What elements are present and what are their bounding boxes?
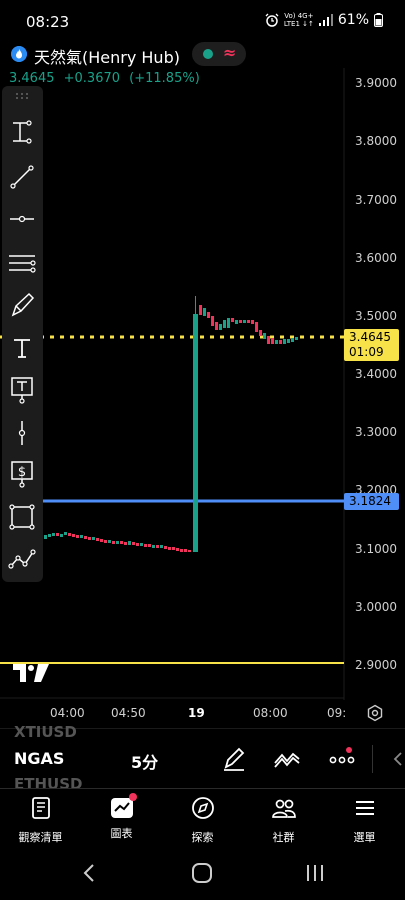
time-axis-label: 08:00: [253, 706, 288, 720]
battery-percent: 61%: [337, 12, 369, 28]
tab-community[interactable]: 社群: [243, 795, 324, 845]
symbol-picker-current[interactable]: NGAS: [14, 749, 65, 768]
rectangle-icon: [9, 504, 35, 530]
time-axis-label: 04:00: [50, 706, 85, 720]
price-axis-label: 3.1000: [355, 542, 397, 556]
price-axis-label: 3.9000: [355, 76, 397, 90]
tab-watchlist[interactable]: 觀察清單: [0, 795, 81, 845]
status-time: 08:23: [26, 13, 70, 31]
last-price: 3.4645: [9, 71, 55, 86]
drawing-pen-icon[interactable]: [220, 745, 248, 773]
bottom-tab-bar: 觀察清單 圖表 探索 社群 選單: [0, 788, 405, 846]
price-axis-label: 3.8000: [355, 134, 397, 148]
price-axis-label: 3.4000: [355, 367, 397, 381]
back-icon[interactable]: [78, 862, 102, 884]
price-change: +0.3670: [63, 71, 121, 86]
price-axis-label: 3.6000: [355, 251, 397, 265]
alarm-icon: [265, 13, 279, 27]
price-label-tool[interactable]: $: [7, 458, 37, 488]
horizontal-line-tool[interactable]: [7, 204, 37, 234]
scroll-left-icon[interactable]: [385, 745, 405, 773]
status-bar: 08:23 Vo) 4G+ LTE1 ↓↑ 61%: [0, 0, 405, 40]
notification-dot: [128, 793, 137, 801]
symbol-picker-prev[interactable]: XTIUSD: [14, 723, 77, 741]
note-tool[interactable]: [7, 374, 37, 404]
tab-explore[interactable]: 探索: [162, 795, 243, 845]
hamburger-icon: [355, 801, 374, 815]
market-open-dot: [203, 49, 213, 59]
chart-bottom-toolbar: XTIUSD NGAS ETHUSD 5分: [0, 723, 405, 793]
brush-tool[interactable]: [7, 290, 37, 320]
wave-icon: ≈: [223, 43, 237, 62]
time-axis-label: 04:50: [111, 706, 146, 720]
chart-settings-icon[interactable]: [366, 704, 384, 722]
tab-menu[interactable]: 選單: [324, 795, 405, 845]
market-status-pill[interactable]: ≈: [192, 42, 246, 66]
chart-tab-icon: [109, 793, 137, 821]
trend-line-tool[interactable]: [7, 162, 37, 192]
price-axis-label: 3.3000: [355, 425, 397, 439]
network-indicator: Vo) 4G+ LTE1 ↓↑: [283, 12, 314, 28]
rectangle-tool[interactable]: [7, 502, 37, 532]
svg-text:$: $: [18, 465, 26, 480]
recent-apps-icon[interactable]: [303, 862, 327, 884]
system-nav-bar: [0, 846, 405, 900]
flame-icon: [11, 46, 27, 62]
divider: [372, 745, 373, 773]
parallel-channel-tool[interactable]: [7, 248, 37, 278]
compass-icon: [191, 797, 214, 819]
pattern-tool[interactable]: [7, 544, 37, 574]
price-axis-label: 3.5000: [355, 309, 397, 323]
price-axis-label: 3.0000: [355, 600, 397, 614]
interval-selector[interactable]: 5分: [131, 753, 159, 772]
price-axis-label: 3.7000: [355, 193, 397, 207]
time-axis-label: 19: [188, 706, 205, 720]
time-axis-label: 09:: [327, 706, 347, 720]
horizontal-line-icon: [10, 215, 34, 223]
brush-icon: [11, 292, 35, 317]
crosshair-icon: [13, 120, 32, 144]
community-icon: [271, 799, 296, 818]
quote-line: 3.4645 +0.3670 (+11.85%): [9, 71, 205, 86]
status-icons: Vo) 4G+ LTE1 ↓↑ 61%: [265, 12, 383, 28]
signal-icon: [318, 14, 333, 26]
price-label-icon: $: [11, 461, 33, 488]
candles-late: [199, 305, 298, 344]
indicators-icon[interactable]: [273, 745, 301, 773]
price-chart[interactable]: [0, 0, 405, 728]
vertical-line-icon: [18, 421, 26, 445]
current-price-tag: 3.4645 01:09: [344, 329, 399, 361]
note-icon: [11, 377, 33, 404]
gap-candle: [193, 314, 198, 552]
trend-line-icon: [10, 165, 34, 189]
more-options-icon[interactable]: [328, 745, 356, 773]
tab-chart[interactable]: 圖表: [81, 793, 162, 841]
parallel-channel-icon: [9, 255, 36, 273]
symbol-header[interactable]: 天然氣(Henry Hub) ≈: [0, 40, 405, 68]
battery-icon: [374, 13, 383, 27]
price-change-pct: (+11.85%): [129, 71, 200, 86]
vertical-line-tool[interactable]: [7, 418, 37, 448]
crosshair-tool[interactable]: [7, 118, 37, 148]
pattern-icon: [8, 549, 36, 569]
tradingview-logo: [13, 664, 49, 682]
drag-handle-icon[interactable]: [15, 92, 29, 100]
symbol-title[interactable]: 天然氣(Henry Hub): [34, 48, 180, 67]
text-tool[interactable]: [7, 333, 37, 363]
drawing-toolbar: $: [2, 86, 43, 582]
alert-price-tag[interactable]: 3.1824: [344, 493, 399, 510]
home-icon[interactable]: [190, 862, 214, 884]
watchlist-icon: [31, 797, 50, 819]
candles-early: [44, 532, 191, 552]
price-axis-label: 2.9000: [355, 658, 397, 672]
text-icon: [14, 339, 30, 358]
